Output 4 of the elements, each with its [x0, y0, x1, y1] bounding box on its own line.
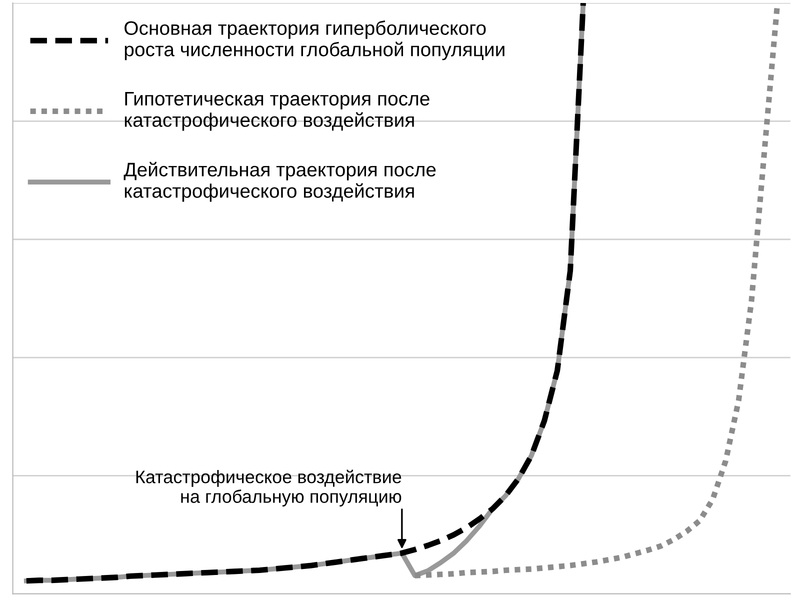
- legend-label: Действительная траектория после катастрофического воздействия: [124, 162, 436, 202]
- annotation: Катастрофическое воздействие на глобальную популяцию: [136, 470, 402, 507]
- legend-label: Основная траектория гиперболического роста численности глобальной популяции: [124, 20, 504, 60]
- legend-label: Гипотетическая траектория после катастрофического воздействия: [124, 92, 430, 131]
